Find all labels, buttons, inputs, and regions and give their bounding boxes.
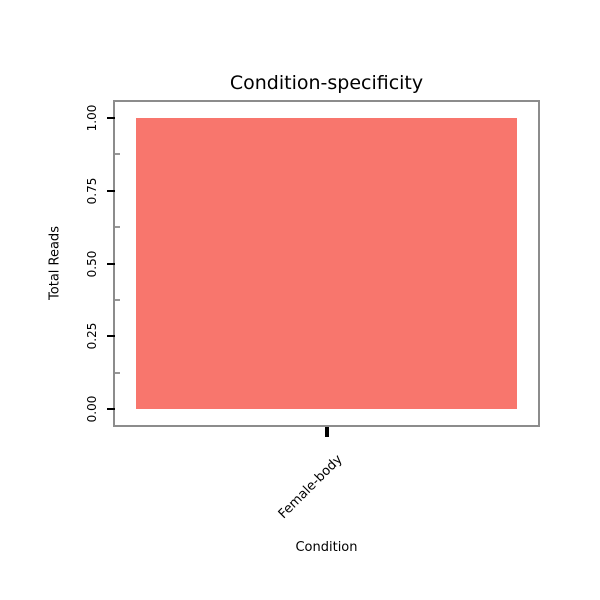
y-tick-mark — [107, 189, 115, 192]
y-axis-title: Total Reads — [47, 226, 63, 300]
y-axis-ticks — [105, 117, 115, 410]
x-axis-labels: Female-body — [113, 446, 540, 536]
y-minor-tick-mark — [115, 298, 120, 301]
y-minor-tick-mark — [115, 153, 120, 156]
chart-title: Condition-specificity — [229, 72, 424, 94]
y-tick-label: 0.25 — [85, 322, 99, 350]
y-tick-mark — [107, 335, 115, 338]
x-axis-ticks — [113, 427, 540, 439]
y-tick-mark — [107, 262, 115, 265]
plot-area — [115, 118, 538, 409]
y-minor-tick-mark — [115, 371, 120, 374]
y-minor-tick-mark — [115, 226, 120, 229]
y-tick-mark — [107, 117, 115, 119]
y-tick-label: 0.50 — [85, 250, 99, 277]
y-axis-labels: 0.00 0.25 0.50 0.75 1.00 — [79, 105, 105, 423]
x-tick-mark — [324, 427, 329, 437]
y-tick-label: 0.75 — [85, 177, 99, 205]
x-tick-label: Female-body — [275, 452, 346, 522]
y-tick-label: 0.00 — [85, 395, 99, 423]
y-tick-label: 1.00 — [85, 104, 99, 132]
x-axis-title: Condition — [295, 540, 358, 555]
y-tick-mark — [107, 408, 115, 410]
plot-panel: 0.00 0.25 0.50 0.75 1.00 — [85, 100, 540, 427]
y-axis-minor-ticks — [115, 118, 123, 409]
bar — [136, 118, 517, 409]
